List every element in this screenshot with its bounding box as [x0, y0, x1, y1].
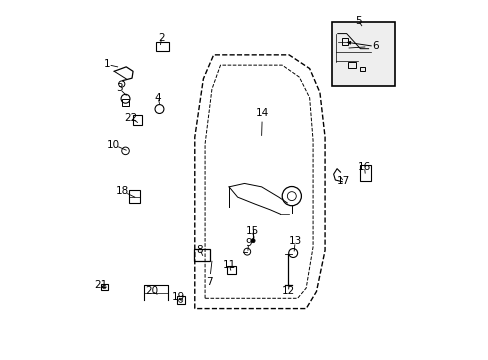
Text: 5: 5 — [354, 15, 361, 26]
Text: 10: 10 — [107, 140, 120, 150]
Bar — [133, 115, 142, 125]
Bar — [101, 284, 108, 291]
Text: 8: 8 — [196, 244, 203, 255]
Text: 7: 7 — [206, 277, 212, 287]
Text: 20: 20 — [145, 287, 158, 296]
Text: 12: 12 — [281, 287, 294, 296]
Bar — [360, 165, 370, 181]
Text: 21: 21 — [94, 280, 107, 290]
Text: 19: 19 — [172, 292, 185, 302]
Circle shape — [250, 239, 255, 243]
Bar — [193, 249, 210, 261]
Bar — [156, 42, 169, 51]
Text: 3: 3 — [116, 84, 122, 94]
Text: 1: 1 — [103, 59, 110, 69]
Text: 13: 13 — [288, 236, 301, 246]
Text: 15: 15 — [245, 226, 258, 237]
Text: 17: 17 — [336, 176, 349, 186]
Text: 18: 18 — [116, 186, 129, 196]
Text: 14: 14 — [255, 108, 268, 118]
Text: 22: 22 — [124, 113, 138, 123]
Bar — [341, 39, 347, 45]
Bar — [122, 99, 129, 105]
Bar — [176, 296, 184, 305]
Text: 2: 2 — [158, 33, 164, 43]
Bar — [331, 22, 395, 86]
Bar — [360, 67, 365, 71]
Text: 11: 11 — [222, 260, 235, 270]
Bar — [128, 190, 139, 203]
Text: 4: 4 — [155, 93, 161, 103]
Text: 16: 16 — [357, 162, 370, 172]
Text: 6: 6 — [371, 41, 378, 51]
Bar — [226, 266, 236, 274]
Text: 9: 9 — [245, 238, 251, 248]
Bar — [347, 62, 355, 68]
